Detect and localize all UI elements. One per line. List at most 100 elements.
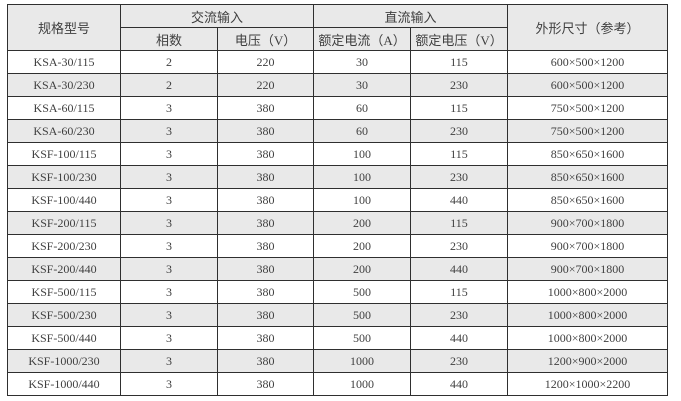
cell-rated-current: 500: [313, 326, 412, 350]
cell-ac-voltage: 380: [216, 165, 315, 189]
cell-rated-voltage: 440: [410, 188, 509, 212]
cell-dimensions: 1200×900×2000: [507, 349, 669, 373]
cell-dimensions: 850×650×1600: [507, 142, 669, 166]
header-rated-current: 额定电流（A）: [313, 27, 412, 51]
header-ac-voltage: 电压（V）: [216, 27, 315, 51]
table-row: KSF-1000/230 3 380 1000 230 1200×900×2000: [7, 349, 669, 373]
cell-dimensions: 1200×1000×2200: [507, 372, 669, 396]
cell-rated-current: 100: [313, 142, 412, 166]
cell-model: KSA-60/230: [7, 119, 121, 143]
cell-phases: 3: [120, 165, 218, 189]
cell-ac-voltage: 380: [216, 142, 315, 166]
cell-model: KSF-200/230: [7, 234, 121, 258]
cell-ac-voltage: 380: [216, 119, 315, 143]
cell-rated-current: 100: [313, 165, 412, 189]
table-row: KSF-200/115 3 380 200 115 900×700×1800: [7, 211, 669, 235]
header-rated-voltage: 额定电压（V）: [410, 27, 509, 51]
header-group-dc-input: 直流输入: [313, 4, 509, 28]
cell-rated-current: 30: [313, 73, 412, 97]
cell-model: KSF-1000/230: [7, 349, 121, 373]
cell-phases: 2: [120, 50, 218, 74]
header-group-ac-input: 交流输入: [119, 4, 315, 28]
cell-phases: 3: [120, 234, 218, 258]
table-row: KSF-100/115 3 380 100 115 850×650×1600: [7, 142, 669, 166]
cell-rated-voltage: 115: [410, 50, 509, 74]
cell-model: KSF-100/115: [7, 142, 121, 166]
cell-rated-current: 1000: [313, 349, 412, 373]
cell-ac-voltage: 380: [216, 303, 315, 327]
cell-model: KSF-100/440: [7, 188, 121, 212]
cell-rated-current: 60: [313, 119, 412, 143]
cell-phases: 3: [120, 280, 218, 304]
table-row: KSA-60/115 3 380 60 115 750×500×1200: [7, 96, 669, 120]
table-row: KSA-30/230 2 220 30 230 600×500×1200: [7, 73, 669, 97]
header-dimensions: 外形尺寸（参考）: [507, 4, 669, 51]
cell-rated-voltage: 115: [410, 280, 509, 304]
spec-table-header: 规格型号 交流输入 直流输入 外形尺寸（参考） 相数 电压（V） 额定电流（A）…: [7, 4, 669, 51]
cell-rated-voltage: 230: [410, 165, 509, 189]
cell-phases: 3: [120, 188, 218, 212]
cell-phases: 3: [120, 257, 218, 281]
cell-phases: 3: [120, 303, 218, 327]
cell-rated-current: 200: [313, 234, 412, 258]
cell-rated-current: 60: [313, 96, 412, 120]
cell-rated-voltage: 230: [410, 303, 509, 327]
cell-phases: 3: [120, 349, 218, 373]
cell-dimensions: 900×700×1800: [507, 234, 669, 258]
cell-model: KSF-200/115: [7, 211, 121, 235]
cell-ac-voltage: 380: [216, 96, 315, 120]
cell-rated-current: 200: [313, 211, 412, 235]
cell-rated-voltage: 230: [410, 349, 509, 373]
cell-dimensions: 850×650×1600: [507, 188, 669, 212]
cell-phases: 3: [120, 211, 218, 235]
cell-model: KSF-1000/440: [7, 372, 121, 396]
cell-ac-voltage: 380: [216, 257, 315, 281]
table-row: KSF-100/440 3 380 100 440 850×650×1600: [7, 188, 669, 212]
cell-rated-current: 500: [313, 303, 412, 327]
cell-phases: 3: [120, 119, 218, 143]
table-row: KSA-60/230 3 380 60 230 750×500×1200: [7, 119, 669, 143]
cell-ac-voltage: 380: [216, 234, 315, 258]
cell-ac-voltage: 380: [216, 349, 315, 373]
cell-ac-voltage: 380: [216, 326, 315, 350]
cell-rated-voltage: 230: [410, 119, 509, 143]
table-row: KSF-200/230 3 380 200 230 900×700×1800: [7, 234, 669, 258]
cell-rated-voltage: 115: [410, 96, 509, 120]
cell-rated-current: 1000: [313, 372, 412, 396]
cell-model: KSA-60/115: [7, 96, 121, 120]
cell-rated-voltage: 115: [410, 142, 509, 166]
cell-ac-voltage: 220: [216, 73, 315, 97]
table-row: KSA-30/115 2 220 30 115 600×500×1200: [7, 50, 669, 74]
cell-model: KSF-500/230: [7, 303, 121, 327]
cell-dimensions: 600×500×1200: [507, 50, 669, 74]
cell-dimensions: 1000×800×2000: [507, 326, 669, 350]
cell-dimensions: 750×500×1200: [507, 96, 669, 120]
cell-dimensions: 750×500×1200: [507, 119, 669, 143]
cell-model: KSF-200/440: [7, 257, 121, 281]
spec-table-body: KSA-30/115 2 220 30 115 600×500×1200 KSA-30/23…: [7, 50, 669, 396]
cell-ac-voltage: 380: [216, 280, 315, 304]
header-model: 规格型号: [7, 4, 121, 51]
cell-rated-voltage: 115: [410, 211, 509, 235]
cell-rated-current: 30: [313, 50, 412, 74]
cell-phases: 3: [120, 372, 218, 396]
cell-rated-current: 500: [313, 280, 412, 304]
cell-ac-voltage: 380: [216, 188, 315, 212]
cell-ac-voltage: 380: [216, 211, 315, 235]
table-row: KSF-500/440 3 380 500 440 1000×800×2000: [7, 326, 669, 350]
cell-rated-voltage: 230: [410, 73, 509, 97]
cell-rated-voltage: 230: [410, 234, 509, 258]
cell-ac-voltage: 220: [216, 50, 315, 74]
cell-phases: 3: [120, 326, 218, 350]
cell-dimensions: 900×700×1800: [507, 211, 669, 235]
table-row: KSF-500/230 3 380 500 230 1000×800×2000: [7, 303, 669, 327]
cell-model: KSF-500/440: [7, 326, 121, 350]
cell-model: KSA-30/115: [7, 50, 121, 74]
cell-rated-current: 100: [313, 188, 412, 212]
cell-model: KSF-500/115: [7, 280, 121, 304]
cell-dimensions: 600×500×1200: [507, 73, 669, 97]
header-row-subcolumns: 相数 电压（V） 额定电流（A） 额定电压（V）: [8, 27, 668, 51]
table-row: KSF-500/115 3 380 500 115 1000×800×2000: [7, 280, 669, 304]
cell-rated-current: 200: [313, 257, 412, 281]
cell-model: KSF-100/230: [7, 165, 121, 189]
